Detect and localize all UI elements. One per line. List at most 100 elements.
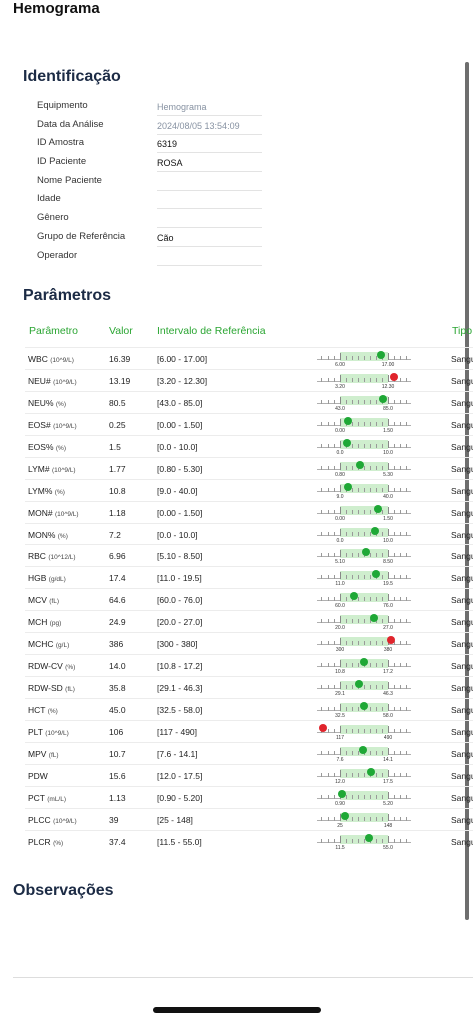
gauge-tick bbox=[406, 509, 407, 514]
gauge-tick bbox=[388, 682, 389, 690]
gauge-tick bbox=[321, 707, 322, 711]
param-code: MPV bbox=[28, 748, 47, 759]
table-row: RDW-CV (%) 14.0 [10.8 - 17.2] 10.8 17.2 Sangu… bbox=[25, 654, 473, 676]
gauge-tick bbox=[364, 641, 365, 646]
gauge-tick bbox=[400, 487, 401, 492]
gauge-high-label: 490 bbox=[383, 734, 393, 741]
param-name: RDW-SD (fL) bbox=[28, 683, 75, 693]
gauge-tick bbox=[370, 399, 371, 404]
field-grupo-referencia[interactable]: Grupo de Referência Cão bbox=[37, 228, 262, 247]
gauge-tick bbox=[328, 816, 329, 821]
gauge-tick bbox=[400, 443, 401, 448]
id-amostra-field[interactable]: 6319 bbox=[157, 139, 262, 154]
gauge-tick bbox=[346, 465, 347, 470]
gauge-low-label: 32.5 bbox=[335, 713, 345, 719]
grupo-referencia-field[interactable]: Cão bbox=[157, 233, 262, 247]
param-name: RDW-CV (%) bbox=[28, 661, 75, 671]
range-gauge: 10.8 17.2 bbox=[317, 657, 411, 675]
param-code: PCT bbox=[28, 792, 45, 803]
field-id-amostra[interactable]: ID Amostra 6319 bbox=[37, 134, 262, 154]
table-row: RBC (10^12/L) 6.96 [5.10 - 8.50] 5.10 8.50 Sa… bbox=[25, 544, 473, 566]
gauge-tick bbox=[370, 531, 371, 536]
gauge-tick bbox=[382, 575, 383, 580]
gauge-tick bbox=[400, 575, 401, 580]
field-data-analise: Data da Análise 2024/08/05 13:54:09 bbox=[37, 116, 262, 135]
genero-field[interactable] bbox=[157, 214, 262, 229]
gauge-tick bbox=[321, 619, 322, 624]
gauge-low-label: 6.00 bbox=[335, 362, 345, 368]
home-indicator[interactable] bbox=[153, 1007, 321, 1013]
param-name: MPV (fL) bbox=[28, 749, 59, 759]
param-code: RDW-SD bbox=[28, 683, 63, 694]
gauge-high-label: 46.3 bbox=[383, 691, 393, 698]
gauge-high-label: 1.50 bbox=[383, 427, 393, 434]
param-name: MCH (pg) bbox=[28, 617, 61, 627]
gauge-tick bbox=[346, 707, 347, 711]
param-name: WBC (10^9/L) bbox=[28, 354, 74, 364]
field-value: 2024/08/05 13:54:09 bbox=[157, 121, 262, 135]
gauge-tick bbox=[328, 377, 329, 382]
gauge-tick bbox=[321, 663, 322, 668]
idade-field[interactable] bbox=[157, 195, 262, 210]
gauge-tick bbox=[340, 813, 341, 821]
gauge-tick bbox=[358, 377, 359, 382]
param-value: 1.77 bbox=[109, 463, 126, 474]
gauge-tick bbox=[370, 728, 371, 733]
field-operador[interactable]: Operador bbox=[37, 247, 262, 266]
gauge-tick bbox=[370, 575, 371, 580]
field-label: Grupo de Referência bbox=[37, 230, 126, 242]
gauge-tick bbox=[328, 750, 329, 755]
gauge-tick bbox=[406, 421, 407, 426]
gauge-low-label: 9.0 bbox=[336, 493, 344, 500]
gauge-high-label: 14.1 bbox=[383, 756, 393, 763]
nome-paciente-field[interactable] bbox=[157, 177, 262, 191]
operador-field[interactable] bbox=[157, 252, 262, 266]
page-title: Hemograma bbox=[13, 0, 100, 17]
gauge-tick bbox=[406, 641, 407, 646]
param-value: 1.5 bbox=[109, 441, 121, 452]
scrollbar-thumb[interactable] bbox=[465, 62, 469, 920]
field-nome-paciente[interactable]: Nome Paciente bbox=[37, 172, 262, 191]
gauge-tick bbox=[340, 660, 341, 668]
gauge-tick bbox=[352, 377, 353, 382]
gauge-tick bbox=[346, 531, 347, 536]
gauge-tick bbox=[340, 396, 341, 404]
param-value: 10.8 bbox=[109, 485, 126, 496]
gauge-tick bbox=[328, 399, 329, 404]
param-sample-type: Sangue bbox=[451, 375, 473, 386]
gauge-tick bbox=[340, 638, 341, 646]
gauge-tick bbox=[394, 465, 395, 470]
gauge-tick bbox=[328, 509, 329, 514]
range-gauge: 5.10 8.50 bbox=[317, 547, 411, 565]
gauge-tick bbox=[358, 816, 359, 821]
gauge-tick bbox=[382, 685, 383, 690]
gauge-tick bbox=[376, 838, 377, 843]
gauge-high-label: 10.0 bbox=[383, 537, 393, 544]
gauge-tick bbox=[328, 553, 329, 558]
gauge-tick bbox=[334, 356, 335, 360]
table-row: PLCR (%) 37.4 [11.5 - 55.0] 11.5 55.0 Sangue bbox=[25, 829, 473, 852]
gauge-tick bbox=[370, 443, 371, 448]
param-name: MCV (fL) bbox=[28, 595, 59, 605]
gauge-tick bbox=[328, 619, 329, 624]
gauge-tick bbox=[321, 399, 322, 404]
field-idade[interactable]: Idade bbox=[37, 190, 262, 210]
gauge-tick bbox=[346, 356, 347, 360]
id-paciente-field[interactable]: ROSA bbox=[157, 158, 262, 173]
value-marker bbox=[359, 702, 368, 710]
gauge-tick bbox=[328, 597, 329, 602]
field-id-paciente[interactable]: ID Paciente ROSA bbox=[37, 153, 262, 173]
table-row: PCT (mL/L) 1.13 [0.90 - 5.20] 0.90 5.20 Sangu… bbox=[25, 785, 473, 808]
gauge-tick bbox=[340, 572, 341, 580]
field-genero[interactable]: Gênero bbox=[37, 209, 262, 229]
gauge-tick bbox=[352, 553, 353, 558]
scrollbar[interactable] bbox=[465, 62, 469, 920]
param-sample-type: Sangue bbox=[451, 639, 473, 650]
gauge-low-label: 0.90 bbox=[335, 800, 345, 807]
gauge-tick bbox=[358, 728, 359, 733]
gauge-tick bbox=[388, 769, 389, 777]
gauge-tick bbox=[382, 531, 383, 536]
gauge-tick bbox=[400, 728, 401, 733]
field-label: ID Amostra bbox=[37, 137, 84, 149]
gauge-tick bbox=[388, 725, 389, 733]
